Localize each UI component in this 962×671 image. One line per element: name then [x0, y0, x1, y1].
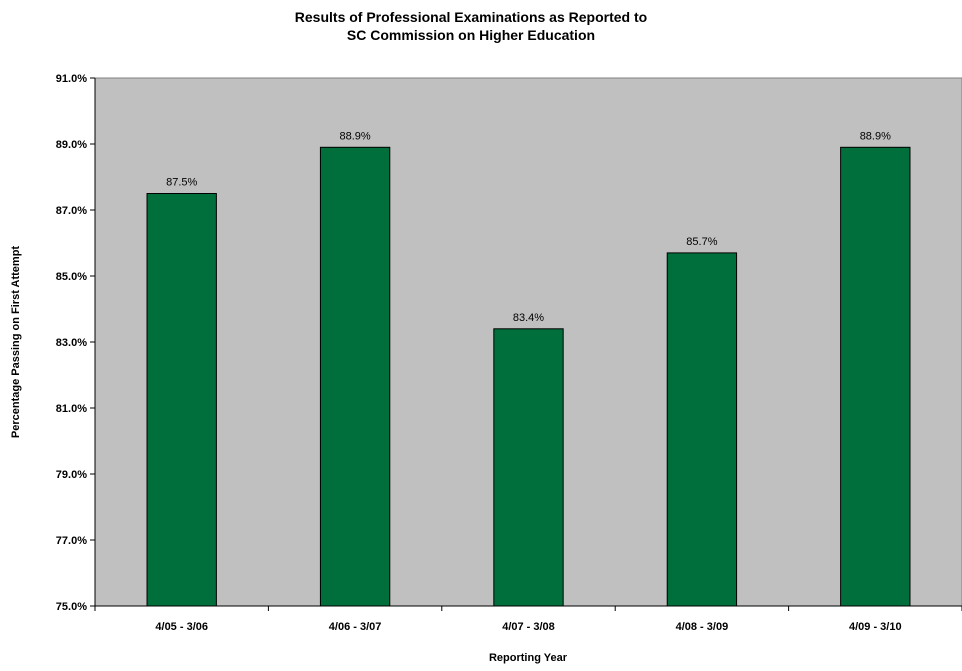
y-tick-label: 77.0%: [56, 535, 87, 547]
x-tick-label: 4/06 - 3/07: [329, 621, 382, 633]
chart-title: Results of Professional Examinations as …: [295, 9, 647, 43]
chart-title-line-2: SC Commission on Higher Education: [347, 27, 595, 43]
bar: [840, 146, 911, 607]
bar: [493, 328, 564, 607]
bar-data-labels: 87.5% 88.9% 83.4% 85.7% 88.9%: [166, 130, 891, 323]
x-tick-label: 4/08 - 3/09: [676, 621, 729, 633]
bar: [146, 193, 217, 607]
y-tick-label: 81.0%: [56, 403, 87, 415]
x-axis: 4/05 - 3/06 4/06 - 3/07 4/07 - 3/08 4/08 - …: [94, 605, 962, 633]
bar-value-label: 88.9%: [860, 130, 891, 142]
x-tick-label: 4/05 - 3/06: [155, 621, 208, 633]
y-tick-label: 75.0%: [56, 601, 87, 613]
y-tick-label: 85.0%: [56, 271, 87, 283]
x-tick-label: 4/09 - 3/10: [849, 621, 902, 633]
y-tick-label: 91.0%: [56, 73, 87, 85]
bar: [666, 252, 738, 607]
bar-value-label: 87.5%: [166, 177, 197, 189]
chart-title-line-1: Results of Professional Examinations as …: [295, 9, 647, 25]
y-tick-label: 87.0%: [56, 205, 87, 217]
bar-value-label: 83.4%: [513, 312, 544, 324]
y-axis: 75.0% 77.0% 79.0% 81.0% 83.0% 85.0% 87.0% 89.0%…: [56, 73, 96, 613]
y-axis-title: Percentage Passing on First Attempt: [10, 246, 22, 438]
bar-value-label: 88.9%: [339, 130, 370, 142]
y-tick-label: 83.0%: [56, 337, 87, 349]
bar: [319, 146, 391, 607]
x-tick-label: 4/07 - 3/08: [502, 621, 555, 633]
bar-value-label: 85.7%: [686, 236, 717, 248]
x-axis-title: Reporting Year: [489, 652, 568, 664]
y-tick-label: 89.0%: [56, 139, 87, 151]
y-tick-label: 79.0%: [56, 469, 87, 481]
bars: [146, 146, 911, 607]
